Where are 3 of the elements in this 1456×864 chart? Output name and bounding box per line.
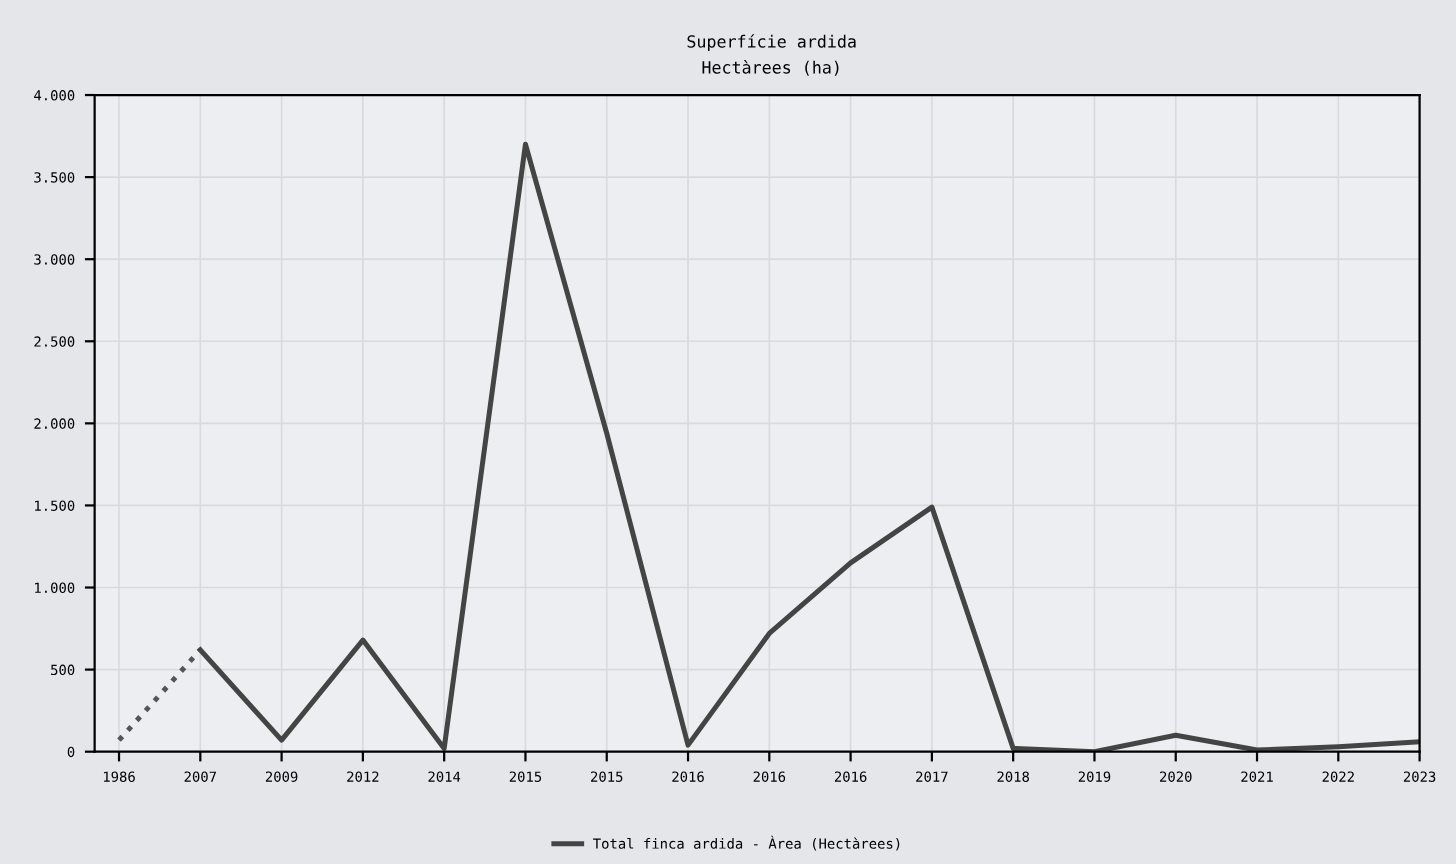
line-series bbox=[197, 141, 1420, 752]
chart-subtitle: Hectàrees (ha) bbox=[702, 60, 839, 76]
chart-title: Superfície ardida bbox=[687, 34, 856, 51]
